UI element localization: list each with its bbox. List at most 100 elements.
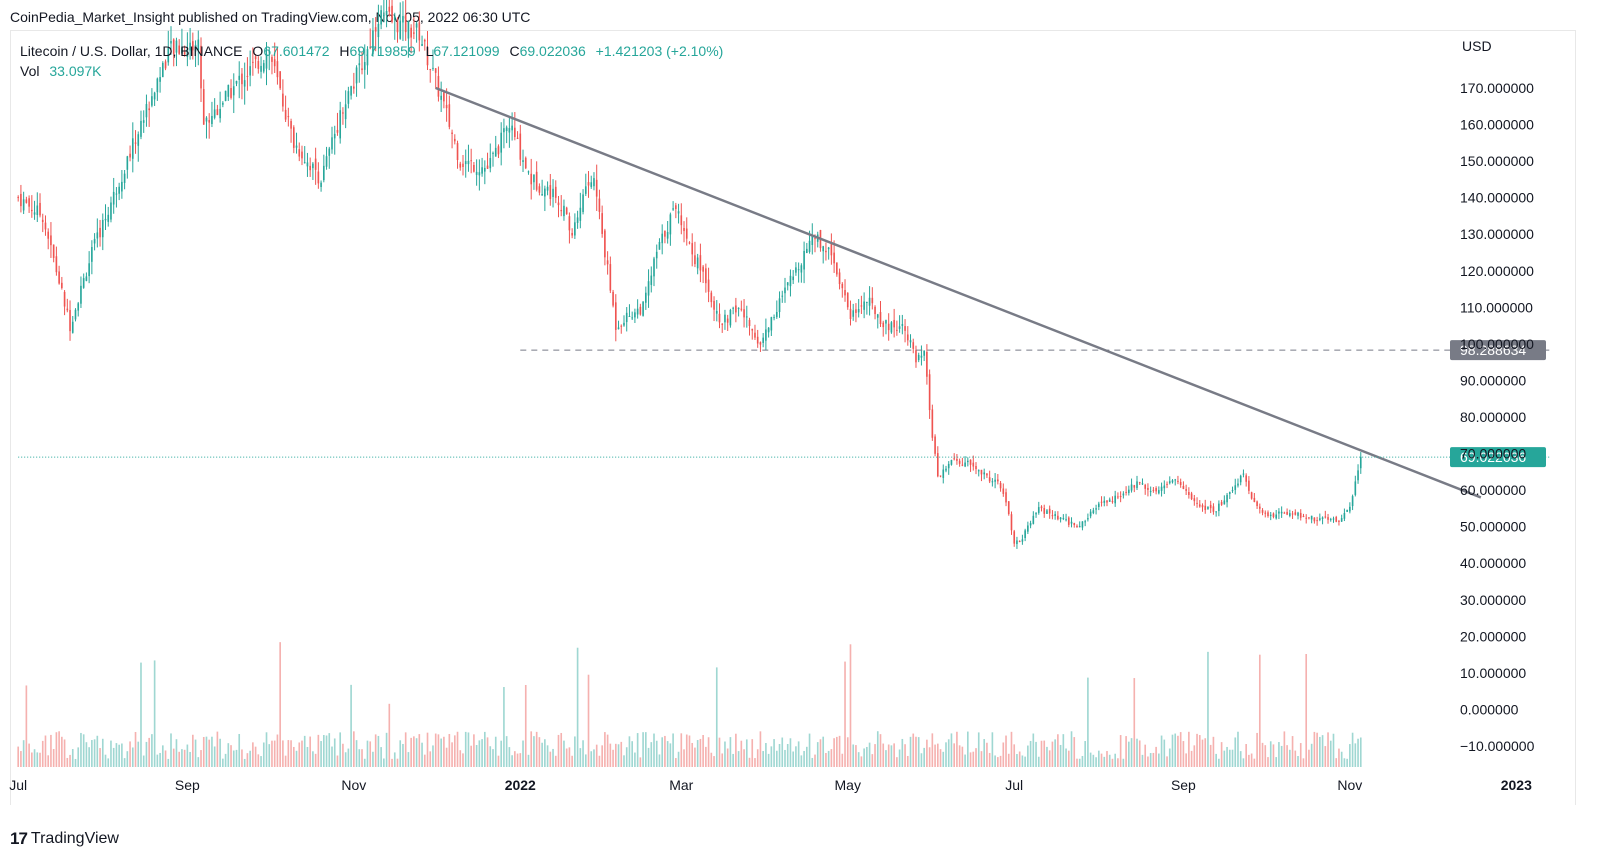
volume-bar xyxy=(1040,740,1043,767)
candle xyxy=(443,89,445,109)
volume-bar xyxy=(1018,751,1021,767)
candle-body xyxy=(1332,518,1335,520)
candle-body xyxy=(478,172,481,176)
tradingview-footer[interactable]: 17 TradingView xyxy=(10,829,119,849)
candle xyxy=(41,213,44,233)
volume-bar xyxy=(1324,746,1327,767)
volume-bar xyxy=(404,732,407,767)
candle-body xyxy=(1081,521,1084,528)
candle-body xyxy=(1319,518,1321,520)
candle-body xyxy=(565,207,568,215)
volume-bar xyxy=(222,758,224,767)
candle-body xyxy=(1117,496,1119,498)
candle xyxy=(363,44,366,89)
volume-bar xyxy=(969,752,972,767)
volume-bar xyxy=(309,736,311,767)
candle xyxy=(1291,510,1294,519)
candle-body xyxy=(669,214,672,235)
volume-bar xyxy=(383,758,385,767)
candle xyxy=(366,46,369,75)
volume-bar xyxy=(737,751,740,767)
volume-bar xyxy=(101,738,104,767)
volume-bar xyxy=(625,747,628,767)
candle xyxy=(762,333,764,348)
volume-bar xyxy=(219,738,221,767)
candle-body xyxy=(312,163,314,169)
candle xyxy=(879,300,882,328)
candle-body xyxy=(1198,504,1201,507)
volume-bar xyxy=(833,738,835,767)
volume-bar xyxy=(1122,758,1125,767)
candle-body xyxy=(775,312,778,318)
volume-bar xyxy=(505,736,508,767)
candle-body xyxy=(287,116,290,118)
candle-body xyxy=(85,276,88,281)
volume-bar xyxy=(541,742,543,767)
candle-body xyxy=(522,160,524,162)
candle xyxy=(604,228,606,266)
candle xyxy=(52,244,55,263)
candle-body xyxy=(784,287,786,294)
candle xyxy=(582,189,584,215)
candle-body xyxy=(958,460,961,464)
candle xyxy=(830,233,833,265)
candle-body xyxy=(524,157,527,169)
volume-bar xyxy=(535,731,538,767)
volume-bar xyxy=(1357,738,1359,767)
volume-bar xyxy=(628,736,631,767)
candle xyxy=(282,79,284,112)
candle xyxy=(246,57,249,91)
candle-body xyxy=(170,41,172,44)
candle-body xyxy=(737,307,740,309)
volume-bar xyxy=(1125,736,1127,767)
candle-body xyxy=(950,460,953,465)
volume-bar xyxy=(71,749,74,767)
candle xyxy=(803,241,805,284)
candle-body xyxy=(1158,490,1160,494)
candle-body xyxy=(677,211,680,214)
support-level-value: 98.288634 xyxy=(1460,342,1526,358)
candle xyxy=(33,200,36,220)
candle xyxy=(901,314,904,335)
volume-bar xyxy=(928,747,931,767)
candle-body xyxy=(194,44,197,52)
candle xyxy=(1196,497,1198,508)
volume-bar xyxy=(765,742,767,767)
candle-body xyxy=(1239,475,1242,483)
candle-body xyxy=(1286,511,1288,515)
volume-bar xyxy=(1283,731,1286,767)
volume-bar xyxy=(1043,740,1046,767)
candle xyxy=(890,321,893,334)
candle xyxy=(1250,491,1253,500)
candle xyxy=(1029,520,1032,529)
candle-body xyxy=(1160,486,1163,491)
candle-body xyxy=(322,165,325,181)
candle-body xyxy=(1092,510,1095,514)
candle xyxy=(544,185,546,212)
candle xyxy=(1136,475,1138,490)
candle-body xyxy=(1147,487,1149,490)
candle xyxy=(642,301,644,317)
volume-bar xyxy=(194,739,197,767)
volume-bar xyxy=(492,749,494,767)
volume-bar xyxy=(1108,754,1111,767)
symbol-name[interactable]: Litecoin / U.S. Dollar, 1D, BINANCE xyxy=(20,43,243,59)
candle-body xyxy=(1076,525,1078,527)
candle xyxy=(560,195,563,217)
candle xyxy=(1122,491,1125,499)
candle xyxy=(1319,513,1321,522)
candle-body xyxy=(896,329,898,331)
candle-body xyxy=(494,147,497,157)
volume-bar xyxy=(658,754,661,767)
candle-body xyxy=(582,194,584,213)
candle-body xyxy=(1087,518,1089,520)
candle xyxy=(66,298,69,313)
candle xyxy=(28,195,30,213)
candle-body xyxy=(1097,503,1100,507)
candle-body xyxy=(189,42,191,51)
candle-body xyxy=(519,133,522,160)
volume-bar xyxy=(852,744,855,767)
candle xyxy=(699,243,702,283)
volume-bar xyxy=(887,744,890,767)
